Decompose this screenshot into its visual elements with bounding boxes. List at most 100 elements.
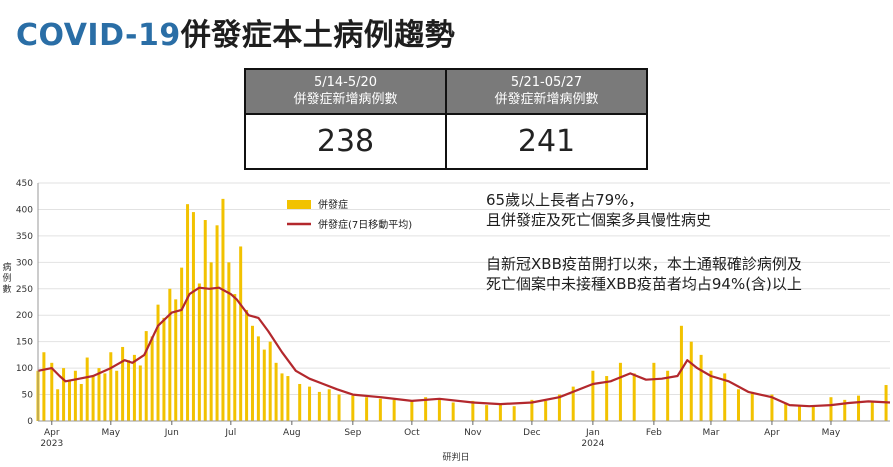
x-tick-label: Aug	[283, 428, 301, 438]
annotation-line-2: 且併發症及死亡個案多具慢性病史	[486, 211, 712, 229]
bar	[750, 391, 754, 421]
x-tick-year: 2023	[40, 439, 63, 449]
stats-header-week2: 5/21-05/27 併發症新增病例數	[445, 68, 648, 115]
bar	[857, 395, 861, 421]
bar	[308, 386, 312, 421]
bar	[239, 246, 243, 421]
bar	[736, 389, 740, 421]
y-tick-label: 50	[22, 391, 34, 401]
legend-line-label: 併發症(7日移動平均)	[318, 218, 412, 231]
bar	[286, 376, 290, 421]
legend-bar-swatch	[287, 200, 311, 209]
stats-header-week1-label: 併發症新增病例數	[293, 92, 398, 108]
bar	[351, 395, 355, 421]
title-main: 併發症本土病例趨勢	[180, 18, 456, 53]
y-tick-label: 450	[16, 179, 33, 189]
bar	[280, 373, 284, 421]
stats-value-week2: 241	[445, 112, 648, 171]
bar	[132, 354, 136, 421]
x-tick-label: May	[822, 428, 841, 438]
bar	[843, 399, 847, 421]
bar	[632, 373, 636, 421]
y-tick-label: 100	[16, 364, 33, 374]
y-tick-label: 250	[16, 285, 33, 295]
y-tick-label: 150	[16, 338, 33, 348]
y-tick-label: 300	[16, 258, 33, 268]
bar	[42, 352, 46, 421]
bar	[97, 368, 101, 421]
bar	[79, 383, 83, 421]
bar	[485, 405, 489, 421]
bar	[784, 402, 788, 421]
bar	[127, 360, 131, 421]
bar	[544, 400, 548, 421]
line-layer	[37, 286, 891, 408]
bar	[168, 288, 172, 421]
bar	[62, 368, 66, 421]
y-axis-title-char: 例	[2, 272, 11, 284]
y-tick-label: 400	[16, 205, 33, 215]
stats-value-week1: 238	[244, 112, 447, 171]
bar	[451, 402, 455, 421]
bar	[365, 397, 369, 421]
bar	[327, 389, 331, 421]
bar	[109, 352, 113, 421]
bar	[571, 386, 575, 421]
bar	[274, 362, 278, 421]
bar	[144, 331, 148, 421]
bar	[410, 400, 414, 421]
x-axis-title: 研判日	[442, 451, 469, 463]
annotation-line-4: 死亡個案中未接種XBB疫苗者均占94%(含)以上	[486, 275, 802, 293]
bar	[298, 383, 302, 421]
x-tick-label: Jan	[585, 428, 600, 438]
bar	[215, 225, 219, 421]
bar	[392, 399, 396, 421]
x-tick-label: Feb	[646, 428, 662, 438]
weekly-stats-table: 5/14-5/20 併發症新增病例數 5/21-05/27 併發症新增病例數 2…	[244, 68, 648, 171]
bar	[557, 394, 561, 421]
title-prefix: COVID-19	[16, 18, 181, 53]
bar	[174, 299, 178, 421]
chart-legend: 併發症 併發症(7日移動平均)	[287, 198, 412, 231]
x-tick-label: Oct	[404, 428, 420, 438]
bar	[811, 405, 815, 421]
x-tick-label: Jul	[224, 428, 236, 438]
bar	[156, 304, 160, 421]
bar	[209, 262, 213, 421]
bar	[180, 267, 184, 421]
bar	[203, 220, 207, 421]
bar	[268, 341, 272, 421]
bar	[85, 357, 89, 421]
y-tick-label: 0	[27, 417, 33, 427]
x-tick-label: Mar	[702, 428, 719, 438]
bar	[91, 376, 95, 421]
y-tick-label: 200	[16, 311, 33, 321]
bar	[56, 389, 60, 421]
bar	[424, 397, 428, 421]
x-tick-year: 2024	[581, 439, 604, 449]
bar	[227, 262, 231, 421]
bar	[150, 336, 154, 421]
bar	[498, 403, 502, 421]
bar	[221, 198, 225, 421]
bar	[73, 370, 77, 421]
bar	[233, 294, 237, 421]
bar	[317, 391, 321, 421]
bar	[471, 400, 475, 421]
stats-header-week2-date: 5/21-05/27	[510, 75, 583, 91]
page-title: COVID-19併發症本土病例趨勢	[16, 10, 455, 54]
legend-bar-label: 併發症	[318, 198, 348, 211]
bar	[652, 362, 656, 421]
y-tick-label: 350	[16, 232, 33, 242]
bar	[591, 370, 595, 421]
bar	[138, 365, 142, 421]
bar	[723, 373, 727, 421]
bar	[337, 394, 341, 421]
bar	[618, 362, 622, 421]
x-tick-label: Dec	[523, 428, 540, 438]
bar	[103, 373, 107, 421]
x-tick-label: Jun	[164, 428, 179, 438]
moving-average-line	[37, 286, 891, 408]
